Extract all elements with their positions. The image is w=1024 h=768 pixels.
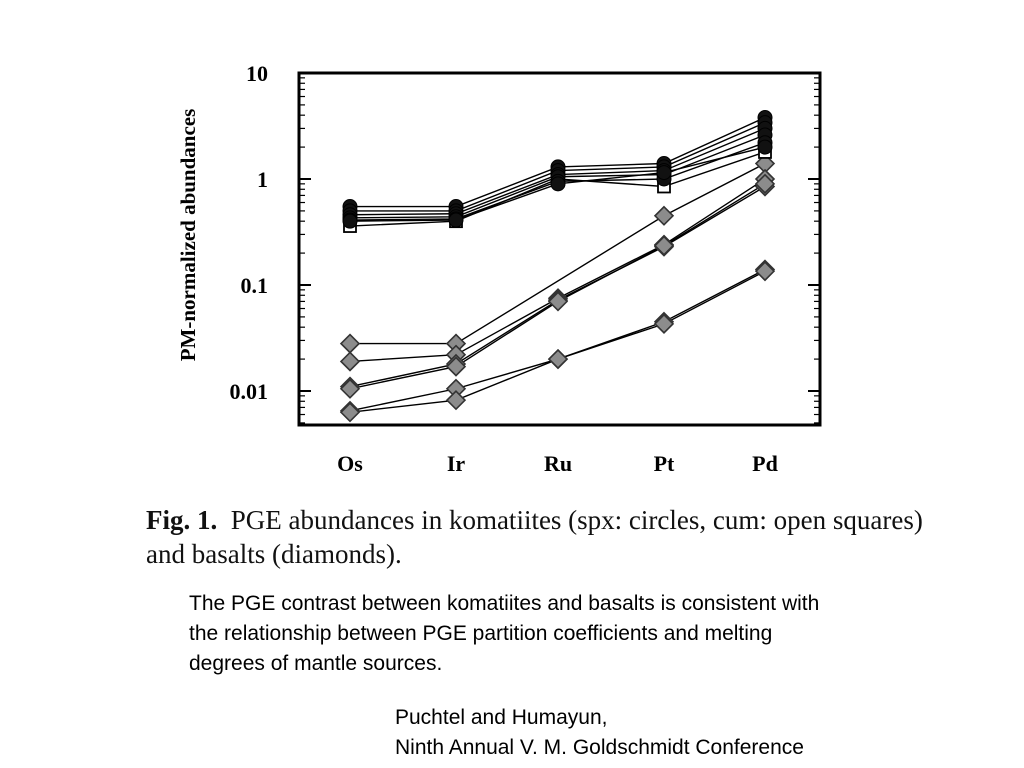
diamond-marker-pt bbox=[653, 205, 675, 226]
y-axis-label: PM-normalized abundances bbox=[176, 109, 200, 362]
y-tick-label: 0.01 bbox=[230, 379, 269, 404]
credit-conference: Ninth Annual V. M. Goldschmidt Conferenc… bbox=[395, 736, 804, 759]
circle-marker-ru bbox=[550, 176, 566, 192]
diamond-marker-os bbox=[339, 351, 361, 372]
series-line-8 bbox=[350, 162, 766, 345]
figure-caption-text: PGE abundances in komatiites (spx: circl… bbox=[146, 505, 923, 569]
y-tick-label: 1 bbox=[257, 167, 268, 192]
diamond-marker-ru bbox=[547, 348, 569, 370]
summary-paragraph: The PGE contrast between komatiites and … bbox=[189, 592, 820, 675]
diamond-marker-ir bbox=[445, 390, 467, 411]
diamond-marker-pd bbox=[754, 173, 776, 194]
figure-caption: Fig. 1. PGE abundances in komatiites (sp… bbox=[146, 503, 926, 571]
x-tick-label-ir: Ir bbox=[447, 451, 466, 476]
pge-chart: 0.01 0.1 1 10 Os Ir Ru Pt Pd PM-normalized abund… bbox=[176, 61, 822, 476]
circle-marker-os bbox=[342, 213, 358, 229]
diamond-marker-os bbox=[339, 378, 361, 399]
figure-label: Fig. 1. bbox=[146, 505, 218, 535]
x-tick-label-pd: Pd bbox=[752, 451, 778, 476]
x-tick-label-ru: Ru bbox=[544, 451, 572, 476]
circle-marker-pd bbox=[757, 139, 773, 155]
y-tick-label: 10 bbox=[246, 61, 268, 86]
credit-authors: Puchtel and Humayun, bbox=[395, 706, 608, 729]
plot-area: 0.01 0.1 1 10 Os Ir Ru Pt Pd bbox=[230, 61, 822, 476]
circle-marker-pt bbox=[656, 165, 672, 181]
diamond-marker-os bbox=[339, 402, 361, 423]
diamond-marker-pt bbox=[653, 313, 675, 334]
y-tick-label: 0.1 bbox=[241, 273, 269, 298]
plot-frame bbox=[297, 71, 822, 427]
diamond-marker-os bbox=[339, 333, 361, 354]
x-tick-label-os: Os bbox=[337, 451, 363, 476]
x-tick-label-pt: Pt bbox=[654, 451, 675, 476]
diamond-marker-pt bbox=[653, 235, 675, 256]
diamond-marker-ir bbox=[445, 356, 467, 377]
diamond-marker-ru bbox=[547, 291, 569, 312]
credit-block: Puchtel and Humayun, Ninth Annual V. M. … bbox=[395, 703, 1015, 763]
circle-marker-ir bbox=[448, 212, 464, 228]
diamond-marker-pd bbox=[754, 261, 776, 282]
